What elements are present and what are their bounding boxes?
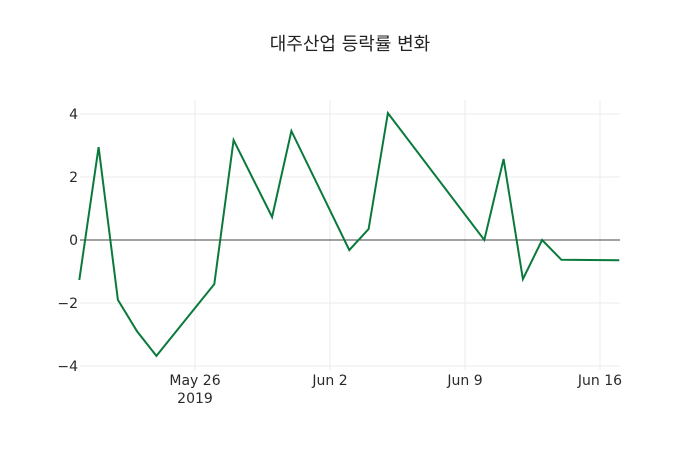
x-tick-year-label: 2019 xyxy=(177,391,213,407)
y-tick-label: −4 xyxy=(57,359,78,375)
chart-title: 대주산업 등락률 변화 xyxy=(270,34,430,55)
y-tick-label: 4 xyxy=(69,107,78,123)
x-tick-label: May 26 xyxy=(169,373,220,389)
y-axis-ticks: 4 2 0 −2 −4 xyxy=(57,107,78,375)
y-tick-label: −2 xyxy=(57,296,78,312)
grid-lines xyxy=(80,100,620,370)
series-line xyxy=(78,110,620,358)
x-tick-label: Jun 9 xyxy=(446,373,482,389)
x-tick-label: Jun 16 xyxy=(577,373,622,389)
y-tick-label: 2 xyxy=(69,170,78,186)
y-tick-label: 0 xyxy=(69,233,78,249)
x-axis-ticks: May 26 2019 Jun 2 Jun 9 Jun 16 xyxy=(169,373,622,407)
x-tick-label: Jun 2 xyxy=(311,373,347,389)
